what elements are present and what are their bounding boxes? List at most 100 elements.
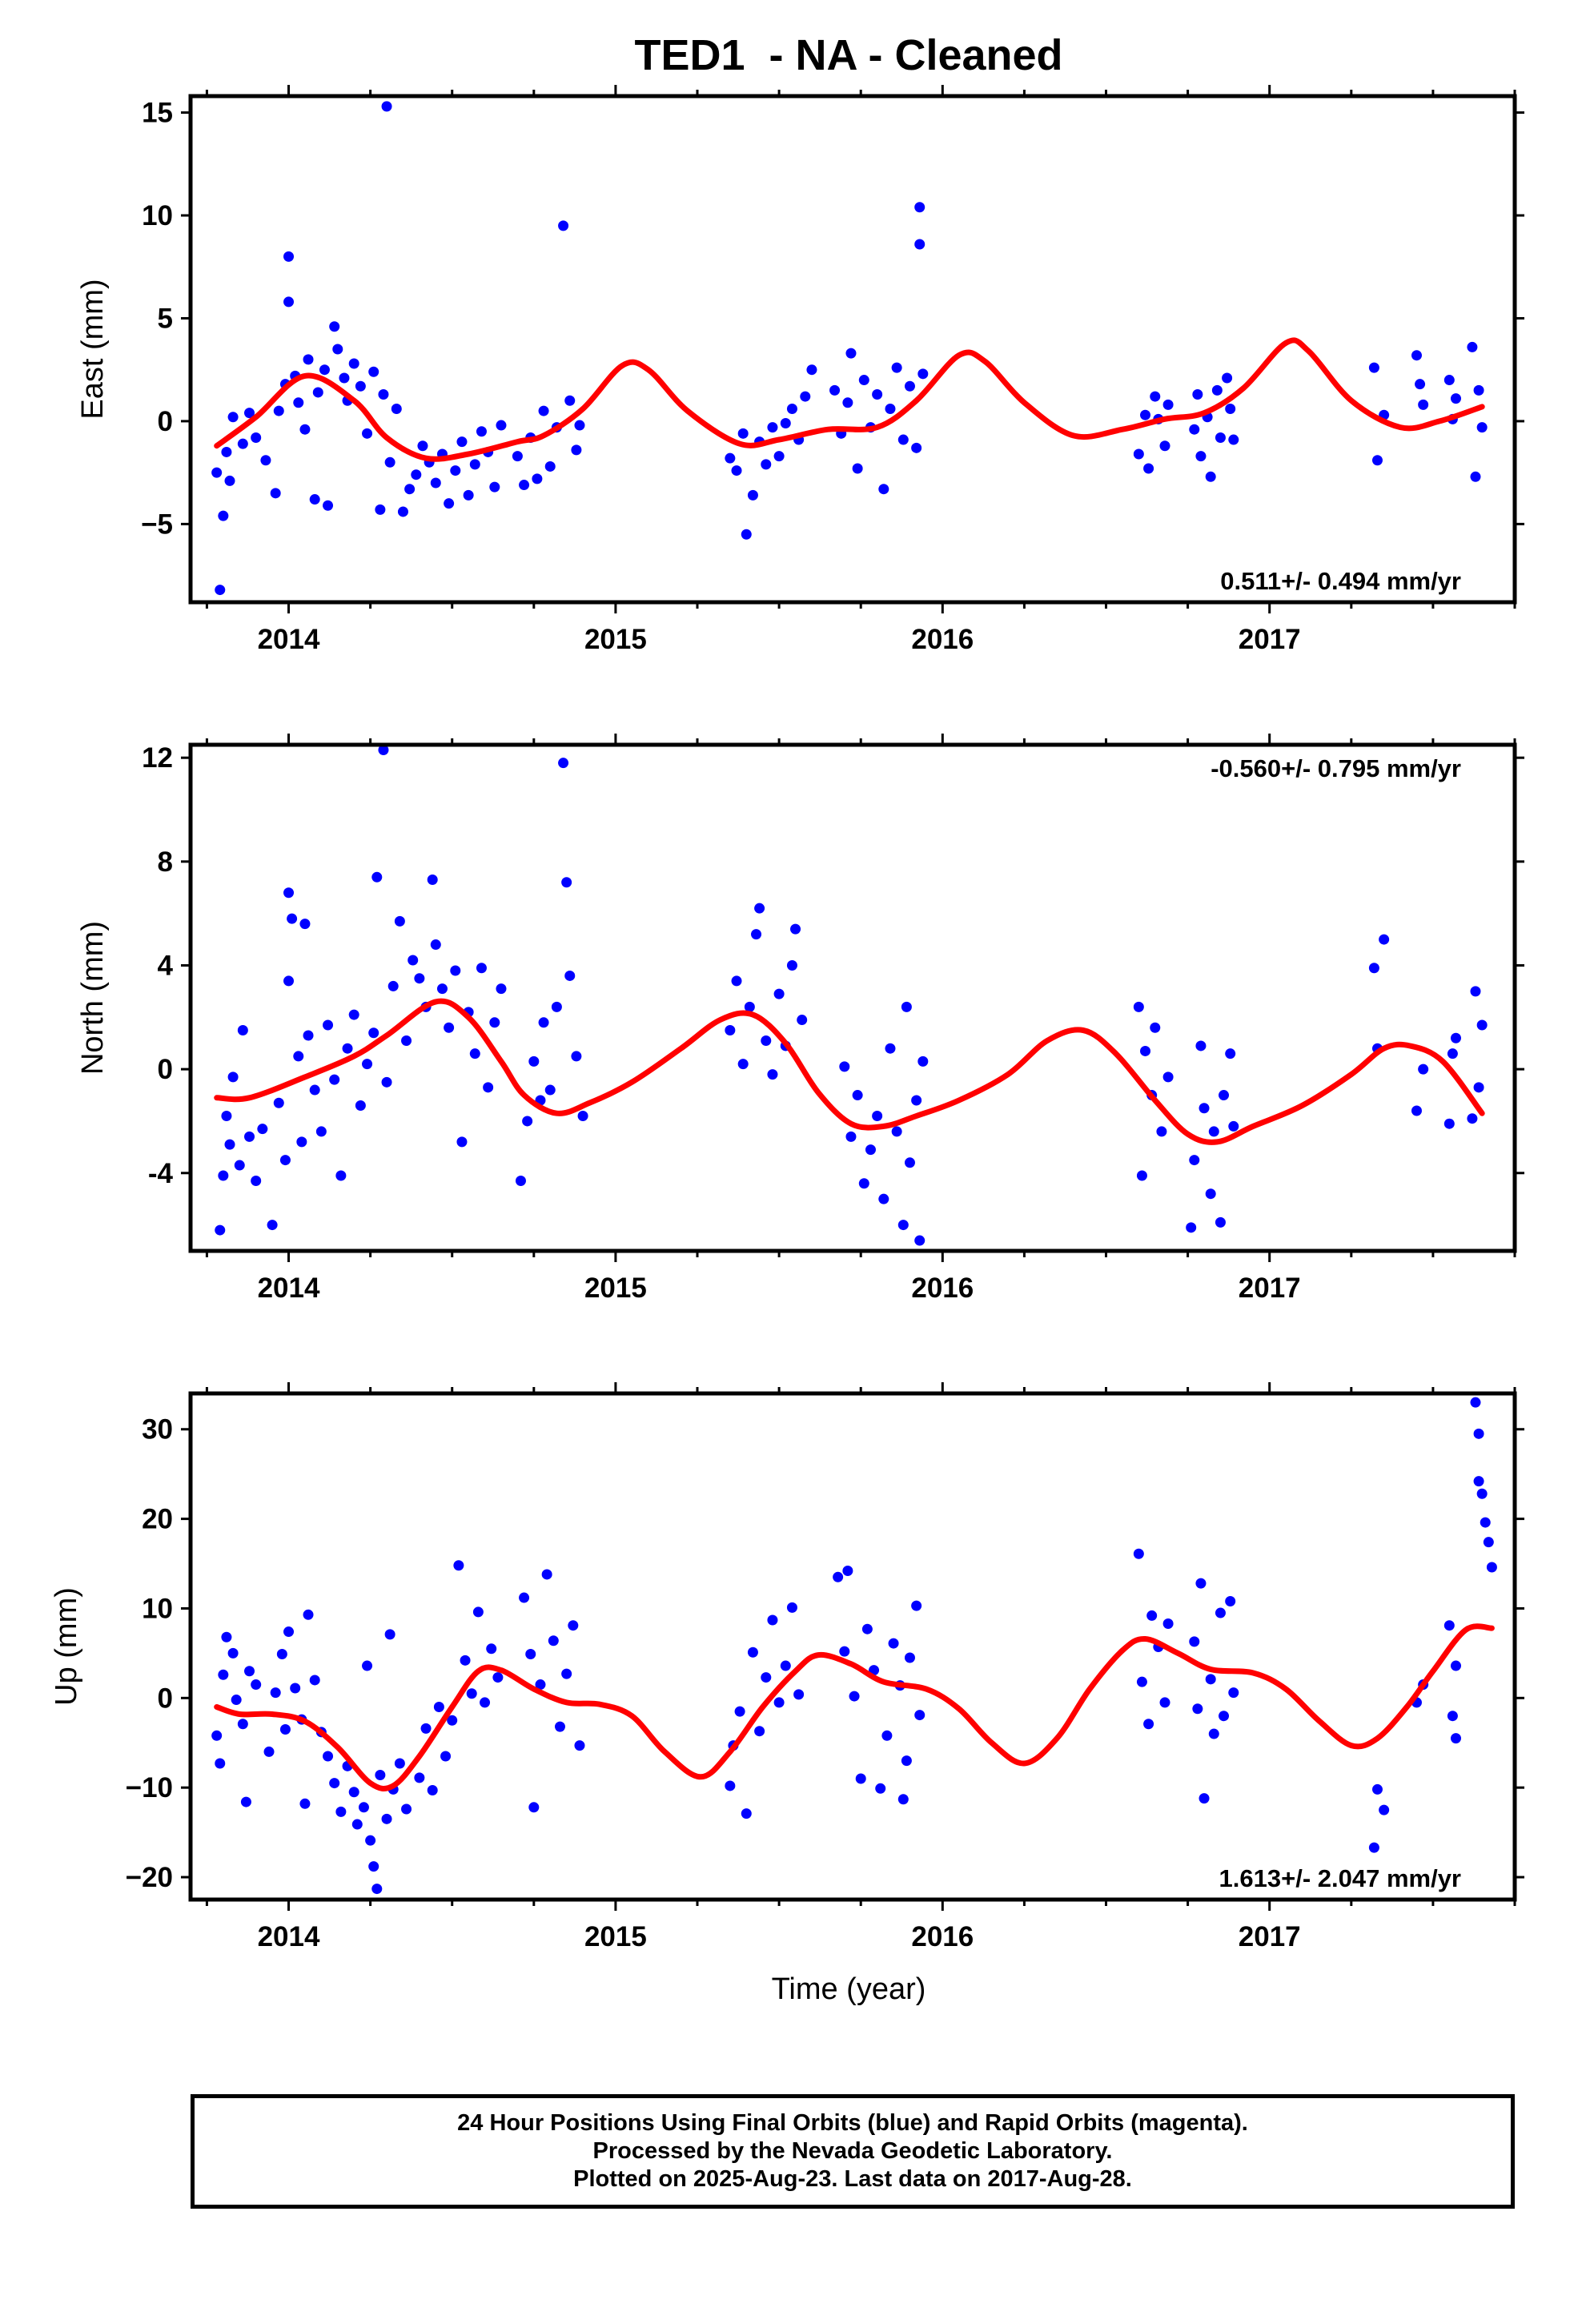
north-data-point <box>1195 1040 1207 1051</box>
up-data-point <box>568 1620 579 1631</box>
north-data-point <box>1418 1063 1429 1075</box>
up-data-point <box>1450 1660 1461 1671</box>
up-data-point <box>1450 1733 1461 1744</box>
up-data-point <box>299 1798 311 1809</box>
north-data-point <box>865 1144 876 1156</box>
up-data-point <box>371 1884 383 1895</box>
north-data-point <box>1476 1019 1488 1031</box>
up-data-point <box>554 1721 565 1732</box>
north-data-point <box>1205 1188 1216 1200</box>
up-plot-frame <box>188 1391 1517 1902</box>
north-data-point <box>1447 1048 1458 1059</box>
north-data-point <box>885 1043 896 1054</box>
east-data-point <box>761 459 772 470</box>
north-y-tick-label: 12 <box>142 742 173 774</box>
up-data-point <box>574 1740 585 1751</box>
east-data-point <box>211 467 223 478</box>
up-data-point <box>528 1802 540 1813</box>
up-data-point <box>1371 1783 1383 1795</box>
north-x-tick-label: 2017 <box>1239 1273 1301 1304</box>
east-data-point <box>1368 362 1379 373</box>
up-data-point <box>1133 1548 1144 1559</box>
x-axis-label: Time (year) <box>772 1972 926 2006</box>
east-data-point <box>872 389 883 400</box>
north-y-tick-label: 4 <box>158 950 174 981</box>
north-data-point <box>335 1170 347 1181</box>
up-data-point <box>365 1835 376 1846</box>
up-data-point <box>767 1614 778 1626</box>
up-data-point <box>881 1730 893 1741</box>
up-data-point <box>279 1723 291 1735</box>
east-panel: East (mm) 0.511+/- 0.494 mm/yr −5 0 5 10 15 2… <box>76 85 1524 655</box>
up-data-point <box>519 1592 530 1603</box>
north-data-point <box>244 1131 255 1142</box>
east-data-point <box>1205 471 1216 482</box>
north-data-point <box>845 1131 857 1142</box>
north-data-point <box>564 970 576 981</box>
north-data-point <box>571 1051 582 1062</box>
east-data-point <box>852 463 863 474</box>
east-data-point <box>312 387 323 398</box>
east-data-point <box>430 477 441 489</box>
up-data-point <box>888 1638 899 1649</box>
up-x-tick-label: 2015 <box>584 1921 647 1952</box>
up-data-point <box>1143 1719 1154 1730</box>
east-data-point <box>1443 375 1455 386</box>
up-y-tick-label: 10 <box>142 1593 173 1624</box>
north-data-point <box>257 1124 268 1135</box>
up-data-point <box>251 1679 262 1691</box>
north-data-point <box>348 1009 359 1020</box>
east-data-point <box>891 362 902 373</box>
east-data-point <box>773 451 785 462</box>
east-data-point <box>786 404 797 415</box>
up-data-point <box>466 1688 477 1699</box>
east-data-point <box>829 384 841 396</box>
east-data-point <box>911 442 922 453</box>
north-data-point <box>891 1126 902 1137</box>
up-data-point <box>1480 1517 1491 1528</box>
up-data-point <box>541 1569 552 1580</box>
east-data-point <box>218 510 229 521</box>
north-data-point <box>1470 986 1481 997</box>
east-data-point <box>1415 379 1426 390</box>
north-data-point <box>751 929 762 940</box>
east-data-point <box>1470 471 1481 482</box>
north-data-point <box>279 1155 291 1166</box>
up-data-point <box>1199 1793 1210 1804</box>
east-data-point <box>564 395 576 406</box>
north-data-point <box>221 1110 232 1121</box>
up-data-point <box>561 1668 572 1679</box>
east-y-tick-label: 15 <box>142 98 173 129</box>
up-data-point <box>741 1808 752 1819</box>
north-data-point <box>469 1048 480 1059</box>
up-data-point <box>734 1706 745 1717</box>
east-data-point <box>270 488 281 499</box>
north-data-point <box>296 1136 307 1148</box>
east-data-point <box>1143 463 1154 474</box>
north-data-point <box>901 1001 912 1012</box>
east-data-point <box>224 475 235 486</box>
east-data-point <box>574 420 585 431</box>
east-data-point <box>227 412 239 423</box>
up-data-point <box>1195 1578 1207 1589</box>
north-data-point <box>342 1043 353 1054</box>
up-data-point <box>1228 1687 1239 1699</box>
north-data-point <box>456 1136 468 1148</box>
up-data-point <box>1379 1804 1390 1815</box>
north-data-point <box>551 1001 562 1012</box>
north-data-point <box>287 913 298 924</box>
east-data-point <box>323 500 334 511</box>
north-data-point <box>427 875 438 886</box>
up-data-point <box>1215 1607 1226 1618</box>
north-data-point <box>731 975 742 987</box>
east-data-point <box>368 366 379 377</box>
east-data-point <box>251 432 262 443</box>
north-data-point <box>522 1116 533 1127</box>
up-data-point <box>472 1606 484 1618</box>
up-data-point <box>221 1631 232 1642</box>
up-data-point <box>433 1702 444 1713</box>
east-data-point <box>532 473 543 485</box>
up-data-point <box>1159 1697 1170 1708</box>
east-data-point <box>456 436 468 448</box>
